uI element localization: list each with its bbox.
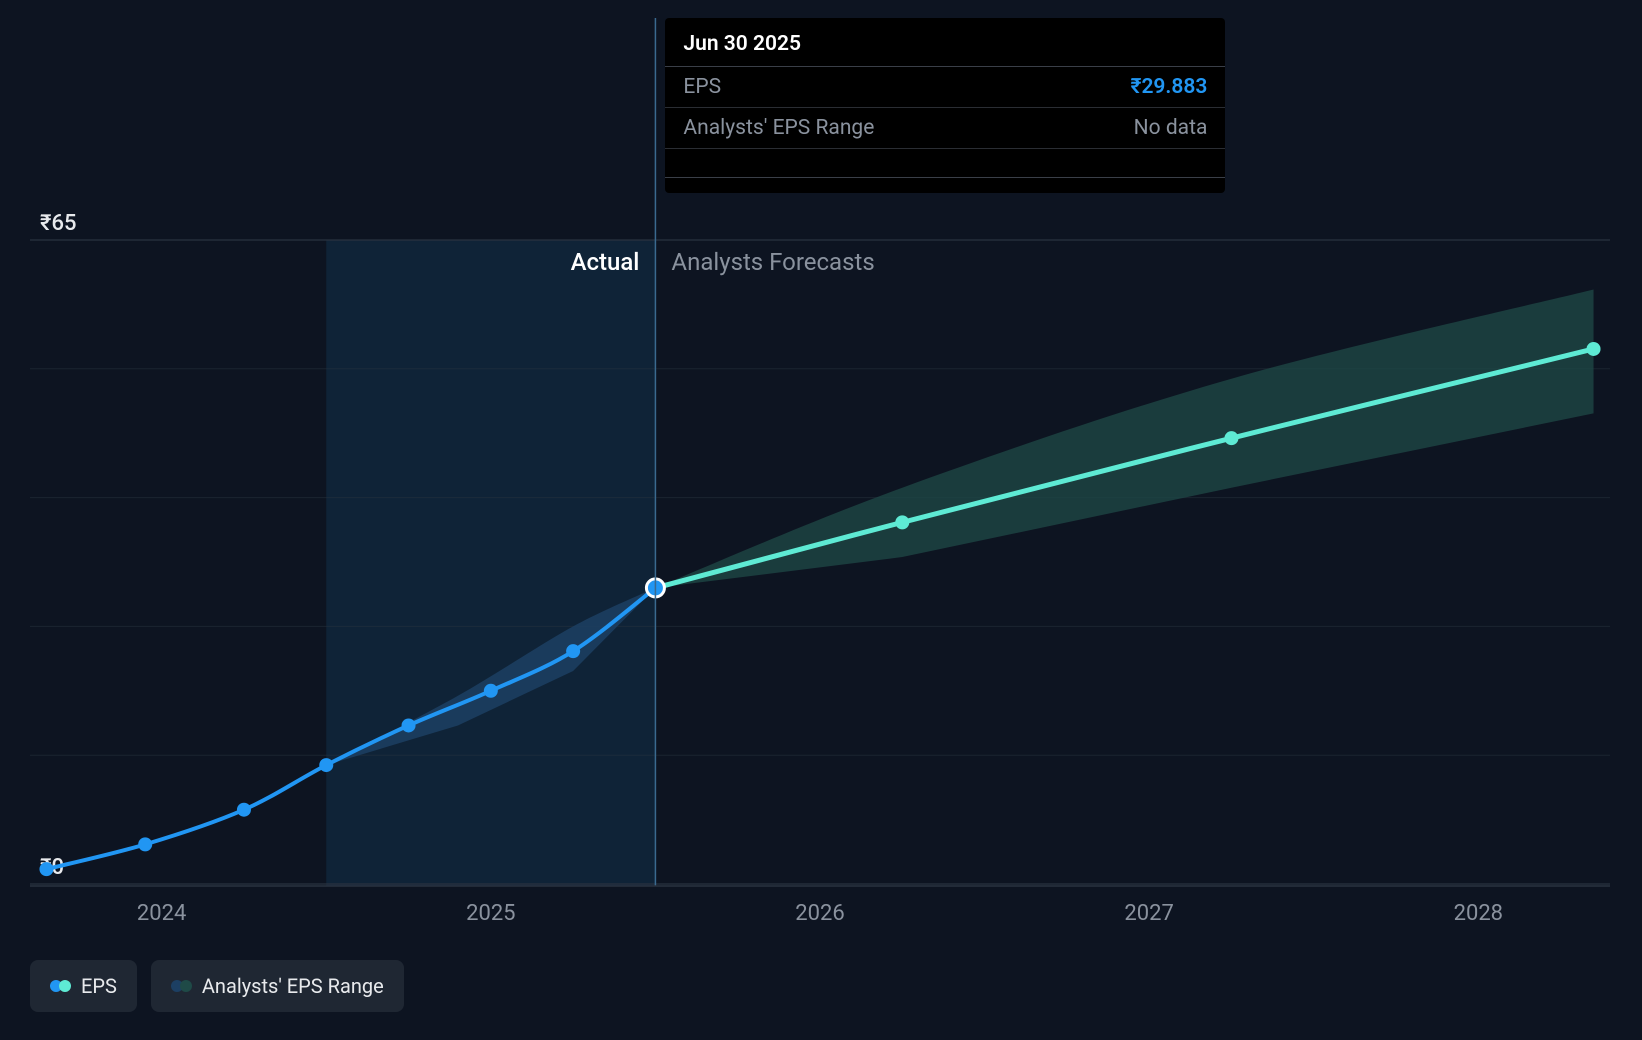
- tooltip-value: No data: [1134, 116, 1208, 140]
- tooltip-value: ₹29.883: [1130, 75, 1207, 99]
- actual-point[interactable]: [39, 862, 53, 876]
- forecast-point[interactable]: [1587, 342, 1601, 356]
- forecast-range-area: [655, 290, 1593, 588]
- actual-point[interactable]: [402, 718, 416, 732]
- legend-item-range[interactable]: Analysts' EPS Range: [151, 960, 404, 1012]
- forecast-point[interactable]: [895, 515, 909, 529]
- tooltip-row-range: Analysts' EPS Range No data: [665, 108, 1225, 149]
- legend-label: EPS: [81, 974, 117, 998]
- actual-point[interactable]: [566, 644, 580, 658]
- region-label-forecast: Analysts Forecasts: [671, 248, 874, 276]
- actual-point[interactable]: [138, 837, 152, 851]
- legend-swatch: [171, 980, 192, 992]
- tooltip-footer: [665, 177, 1225, 187]
- hover-tooltip: Jun 30 2025 EPS ₹29.883 Analysts' EPS Ra…: [665, 18, 1225, 193]
- y-axis-label: ₹65: [40, 211, 77, 236]
- tooltip-title: Jun 30 2025: [665, 28, 1225, 67]
- x-axis-label: 2028: [1454, 901, 1503, 926]
- chart-legend: EPS Analysts' EPS Range: [30, 960, 404, 1012]
- actual-point[interactable]: [237, 803, 251, 817]
- tooltip-label: Analysts' EPS Range: [683, 116, 874, 140]
- actual-point[interactable]: [484, 684, 498, 698]
- hover-band: [326, 240, 655, 886]
- legend-item-eps[interactable]: EPS: [30, 960, 137, 1012]
- tooltip-label: EPS: [683, 75, 721, 99]
- x-axis-label: 2027: [1124, 901, 1173, 926]
- tooltip-row-eps: EPS ₹29.883: [665, 67, 1225, 108]
- eps-forecast-chart[interactable]: ₹0₹65ActualAnalysts Forecasts20242025202…: [0, 0, 1642, 1040]
- actual-point[interactable]: [319, 758, 333, 772]
- legend-swatch: [50, 980, 71, 992]
- x-axis-label: 2024: [137, 901, 186, 926]
- x-axis-label: 2026: [795, 901, 844, 926]
- region-label-actual: Actual: [571, 248, 640, 276]
- x-axis-label: 2025: [466, 901, 515, 926]
- forecast-point[interactable]: [1224, 431, 1238, 445]
- legend-label: Analysts' EPS Range: [202, 974, 384, 998]
